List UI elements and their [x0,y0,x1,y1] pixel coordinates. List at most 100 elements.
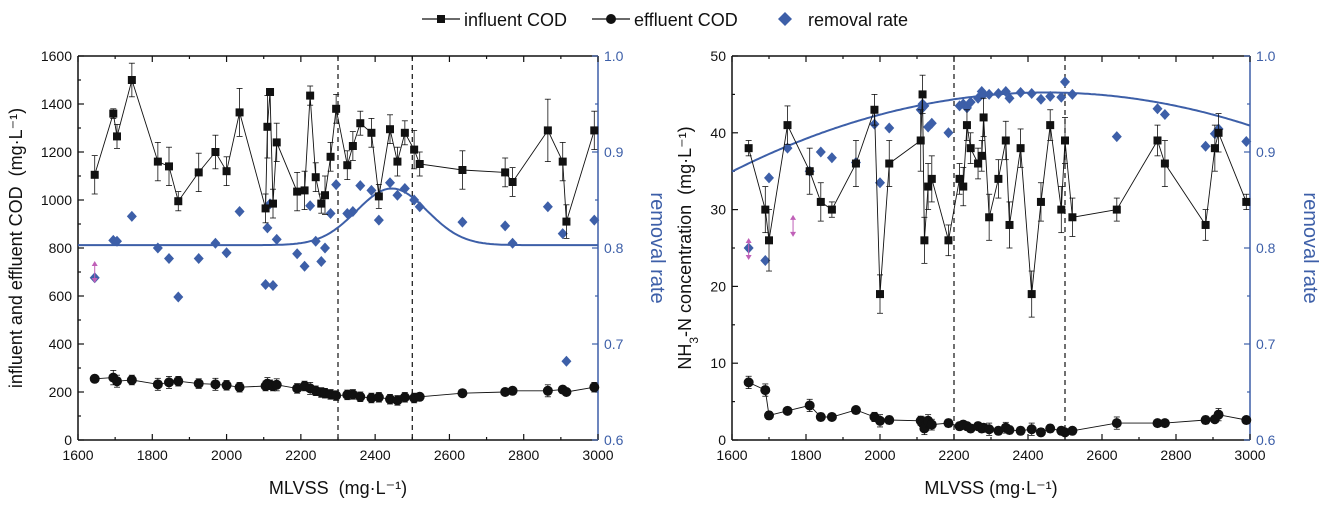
y2-tick-label: 0.9 [1256,144,1276,160]
y-tick-label: 20 [710,278,726,294]
influent-point [924,182,933,191]
effluent-point [507,385,518,396]
influent-point [761,205,770,214]
effluent-point [1111,418,1122,429]
removal-rate-point [373,214,384,226]
y2-tick-label: 0.7 [604,336,624,352]
y-tick-label: 200 [49,384,73,400]
removal-rate-point [234,206,245,218]
y2-tick-label: 0.7 [1256,336,1276,352]
effluent-point [850,405,861,416]
y2-tick-label: 0.8 [1256,240,1276,256]
influent-line [748,94,1247,295]
removal-rate-point [1045,90,1056,102]
y-tick-label: 10 [710,355,726,371]
removal-rate-point [316,255,327,267]
influent-point [317,199,326,208]
y-axis-title: NH3-N concentration (mg·L⁻¹) [675,126,701,369]
influent-point [400,128,409,137]
removal-rate-point [409,194,420,206]
removal-rate-point [271,233,282,245]
influent-point [944,236,953,245]
effluent-point [804,400,815,411]
influent-point [194,168,203,177]
effluent-point [126,375,137,385]
removal-rate-point [305,200,316,212]
influent-point [300,186,309,195]
arrow-head [91,278,98,283]
influent-point [272,138,281,147]
effluent-point [1213,409,1224,420]
removal-rate-point [262,222,273,234]
effluent-point [193,378,204,389]
arrow-head [745,254,752,260]
influent-point [927,174,936,183]
influent-point [393,157,402,166]
influent-point [590,126,599,135]
influent-point [263,122,272,131]
influent-point [876,290,884,299]
x-tick-label: 2200 [285,447,316,463]
removal-rate-point [1111,131,1122,143]
effluent-point [457,388,468,399]
influent-point [765,236,773,245]
x-tick-label: 2600 [1086,447,1117,463]
effluent-point [173,376,184,387]
legend-influent-label: influent COD [464,10,567,30]
influent-point [1201,220,1210,229]
influent-point [1001,136,1010,145]
influent-point [222,167,231,176]
influent-point [966,144,975,153]
removal-rate-point [1159,109,1170,121]
influent-point [1057,205,1066,214]
effluent-point [926,419,937,430]
effluent-point [826,411,837,422]
effluent-point [760,385,771,396]
effluent-point [943,418,954,429]
influent-point [266,88,275,96]
effluent-point [815,411,826,422]
y-tick-label: 1200 [41,144,72,160]
influent-point [827,205,836,214]
influent-point [1214,128,1223,137]
removal-rate-point [764,172,774,184]
y-tick-label: 30 [710,202,726,218]
influent-point [1068,213,1077,222]
removal-rate-point [557,228,568,240]
y-axis-title: influent and effluent COD (mg·L⁻¹) [6,108,26,388]
influent-point [458,166,467,174]
influent-point [311,173,320,182]
influent-point [113,132,121,141]
legend: influent COD effluent COD removal rate [422,10,908,30]
x-tick-label: 1800 [790,447,821,463]
effluent-point [782,405,793,416]
y2-axis-title: removal rate [646,192,668,303]
x-tick-label: 2200 [938,447,969,463]
x-tick-label: 2600 [434,447,465,463]
influent-point [955,174,964,183]
y2-tick-label: 1.0 [604,48,624,64]
effluent-point [1152,418,1163,429]
effluent-point [331,390,342,401]
removal-rate-point [331,179,342,191]
influent-point [90,170,99,179]
removal-rate-point [1241,135,1252,147]
y2-tick-label: 0.6 [1256,432,1276,448]
influent-point [562,217,571,226]
influent-point [386,125,394,134]
arrow-head [790,231,797,237]
influent-point [1036,197,1045,206]
effluent-point [919,423,930,434]
influent-point [109,109,118,118]
effluent-point [561,387,572,397]
effluent-point [164,377,174,388]
removal-rate-point [152,242,163,254]
influent-point [994,174,1003,183]
x-tick-label: 1600 [716,447,747,463]
effluent-point [355,391,366,402]
removal-rate-point [561,355,572,367]
y2-axis-title: removal rate [1299,192,1320,303]
removal-rate-point [760,254,771,266]
influent-point [1046,121,1055,130]
influent-point [367,128,376,137]
